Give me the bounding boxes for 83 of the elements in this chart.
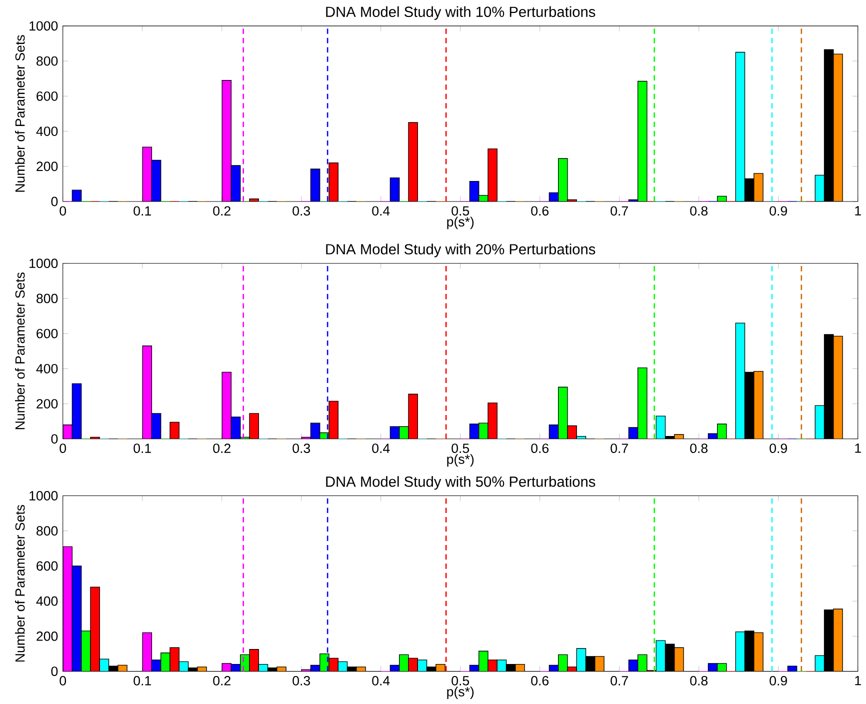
- x-tick-label: 0.2: [213, 444, 230, 453]
- y-tick-label: 600: [36, 561, 58, 571]
- x-tick-label: 0.2: [213, 676, 230, 686]
- y-axis-title: Number of Parameter Sets: [14, 35, 25, 192]
- x-tick-label: 1: [855, 443, 861, 453]
- bar: [142, 345, 152, 439]
- bar: [310, 168, 320, 202]
- x-tick-label: 0.1: [134, 676, 151, 686]
- x-tick-label: 0.1: [134, 206, 151, 216]
- y-axis-title: Number of Parameter Sets: [14, 504, 25, 662]
- x-tick-label: 0: [60, 206, 66, 216]
- bar: [328, 162, 338, 202]
- y-tick-label: 400: [36, 596, 58, 606]
- bar: [408, 122, 418, 202]
- x-tick-label: 0.6: [531, 676, 549, 686]
- bar: [488, 402, 498, 439]
- x-tick-label: 0: [60, 444, 66, 453]
- chart-title: DNA Model Study with 10% Perturbations: [326, 6, 596, 20]
- x-tick-label: 0.9: [770, 206, 787, 216]
- bar: [638, 367, 648, 439]
- x-tick-label: 0.7: [610, 206, 628, 216]
- x-axis-title: p(s*): [447, 686, 474, 699]
- x-tick-label: 0: [60, 676, 66, 686]
- y-tick-label: 1000: [30, 490, 58, 500]
- y-tick-label: 0: [51, 666, 58, 676]
- y-tick-label: 600: [36, 328, 58, 338]
- y-tick-label: 400: [36, 364, 58, 374]
- bar: [488, 148, 498, 202]
- x-tick-label: 0.4: [372, 676, 390, 686]
- bar: [558, 386, 568, 439]
- y-tick-label: 0: [51, 434, 58, 444]
- y-tick-label: 800: [36, 294, 58, 304]
- x-axis-title: p(s*): [447, 216, 474, 230]
- x-tick-label: 0.3: [292, 676, 310, 686]
- x-tick-label: 0.5: [452, 676, 470, 686]
- y-axis-title: Number of Parameter Sets: [14, 272, 25, 430]
- x-tick-label: 0.4: [372, 444, 390, 453]
- x-tick-label: 0.5: [452, 444, 470, 453]
- bar: [328, 400, 338, 439]
- x-tick-label: 0.8: [690, 676, 708, 686]
- x-tick-label: 0.6: [531, 444, 549, 453]
- x-tick-label: 0.4: [372, 206, 390, 216]
- y-tick-label: 800: [36, 56, 58, 66]
- x-tick-label: 0.8: [690, 444, 708, 453]
- chart-title: DNA Model Study with 20% Perturbations: [326, 244, 596, 258]
- bar: [72, 566, 82, 672]
- x-tick-label: 0.7: [610, 676, 628, 686]
- x-tick-label: 0.7: [610, 444, 628, 453]
- y-tick-label: 200: [36, 631, 58, 641]
- y-tick-label: 400: [36, 126, 58, 136]
- y-tick-label: 1000: [30, 21, 58, 31]
- bar: [735, 52, 746, 202]
- bar: [151, 160, 162, 202]
- x-tick-label: 0.8: [690, 206, 708, 216]
- x-tick-label: 0.1: [134, 444, 151, 453]
- chart-title: DNA Model Study with 50% Perturbations: [326, 476, 596, 490]
- bar: [151, 659, 162, 672]
- bar: [72, 383, 82, 439]
- bar: [142, 146, 152, 202]
- x-tick-label: 0.9: [770, 676, 787, 686]
- y-tick-label: 800: [36, 526, 58, 536]
- y-tick-label: 0: [51, 196, 58, 206]
- bar: [222, 372, 232, 439]
- x-tick-label: 0.9: [770, 444, 787, 453]
- y-tick-label: 200: [36, 398, 58, 408]
- bar: [390, 177, 400, 202]
- x-tick-label: 0.6: [531, 206, 549, 216]
- y-tick-label: 200: [36, 162, 58, 171]
- bar: [814, 174, 825, 202]
- x-tick-label: 1: [855, 206, 861, 216]
- bar: [222, 80, 232, 202]
- x-tick-label: 0.3: [292, 444, 310, 453]
- bar: [628, 659, 638, 672]
- bar: [469, 180, 480, 202]
- x-tick-label: 0.2: [213, 206, 230, 216]
- y-tick-label: 1000: [30, 258, 58, 268]
- x-tick-label: 0.3: [292, 206, 310, 216]
- x-tick-label: 0.5: [452, 206, 470, 216]
- bar: [230, 165, 241, 202]
- y-tick-label: 600: [36, 91, 58, 101]
- x-axis-title: p(s*): [447, 454, 474, 466]
- x-tick-label: 1: [855, 676, 861, 686]
- bar: [408, 394, 418, 439]
